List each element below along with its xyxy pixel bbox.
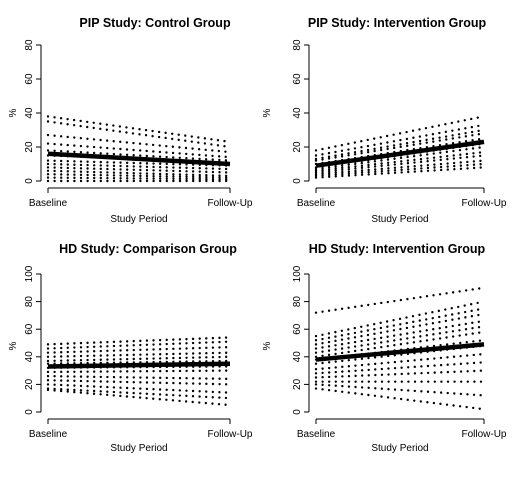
x-tick-label: Follow-Up <box>207 429 252 440</box>
y-tick-label: 40 <box>292 107 303 119</box>
y-tick-label: 80 <box>24 39 35 51</box>
individual-trend-line-2 <box>46 120 232 149</box>
y-axis-label: % <box>262 341 273 350</box>
chart-panel-3: HD Study: Comparison Group 0 20 40 60 80 100 Ba… <box>8 242 253 454</box>
y-tick-label: 0 <box>292 409 303 415</box>
y-tick-label: 60 <box>24 323 35 335</box>
y-tick-label: 80 <box>24 296 35 308</box>
individual-trend-line-2 <box>314 123 486 157</box>
individual-trend-line-15 <box>314 387 486 411</box>
individual-trend-line-9 <box>46 166 232 174</box>
x-tick-label: Baseline <box>29 429 68 440</box>
y-tick-label: 40 <box>24 351 35 363</box>
y-tick-label: 0 <box>24 178 35 184</box>
y-tick-label: 60 <box>292 323 303 335</box>
individual-trend-line-1 <box>314 115 486 152</box>
individual-trend-line-8 <box>46 162 232 171</box>
individual-trend-line-3 <box>46 133 232 154</box>
individual-trend-line-5 <box>46 149 232 162</box>
chart-title: HD Study: Comparison Group <box>59 242 237 256</box>
y-tick-label: 0 <box>24 409 35 415</box>
individual-trend-line-4 <box>46 351 232 358</box>
individual-trend-line-2 <box>314 300 486 338</box>
individual-trend-line-4 <box>314 132 486 162</box>
chart-panel-2: PIP Study: Intervention Group 0 20 40 60 80 Ba… <box>262 16 507 225</box>
y-axis-label: % <box>8 108 19 117</box>
x-tick-label: Follow-Up <box>461 429 506 440</box>
individual-trend-line-4 <box>46 142 232 159</box>
individual-trend-line-1 <box>46 336 232 346</box>
individual-trend-line-5 <box>46 355 232 363</box>
individual-trend-line-7 <box>46 159 232 167</box>
chart-title: PIP Study: Intervention Group <box>308 16 487 30</box>
y-tick-label: 60 <box>24 73 35 85</box>
individual-trend-line-3 <box>314 307 486 342</box>
individual-trend-line-6 <box>314 325 486 354</box>
individual-trend-line-7 <box>314 330 486 358</box>
chart-title: PIP Study: Control Group <box>79 16 231 30</box>
individual-trend-line-9 <box>46 374 232 381</box>
mean-trend-line <box>47 361 231 369</box>
individual-trend-line-14 <box>314 383 486 397</box>
individual-trend-line-10 <box>46 379 232 386</box>
y-tick-label: 100 <box>24 265 35 282</box>
x-tick-label: Baseline <box>297 429 336 440</box>
mean-trend-line <box>47 151 231 167</box>
individual-trend-line-1 <box>46 115 232 144</box>
individual-trend-line-12 <box>46 176 232 181</box>
y-tick-label: 20 <box>24 378 35 390</box>
individual-trend-line-7 <box>314 145 486 171</box>
chart-panel-4: HD Study: Intervention Group 0 20 40 60 80 100… <box>262 242 507 454</box>
x-axis-label: Study Period <box>371 443 428 454</box>
y-tick-label: 40 <box>24 107 35 119</box>
individual-trend-line-5 <box>314 319 486 350</box>
individual-trend-line-6 <box>46 359 232 365</box>
x-tick-label: Follow-Up <box>461 198 506 209</box>
individual-trend-line-3 <box>46 345 232 354</box>
y-tick-label: 20 <box>24 141 35 153</box>
x-axis-label: Study Period <box>110 443 167 454</box>
individual-trend-line-8 <box>46 369 232 374</box>
individual-trend-line-1 <box>314 286 486 314</box>
y-axis-label: % <box>262 108 273 117</box>
individual-trend-line-10 <box>46 169 232 178</box>
chart-panel-1: PIP Study: Control Group 0 20 40 60 80 Baselin… <box>8 16 253 225</box>
individual-trend-line-4 <box>314 312 486 346</box>
mean-trend-line <box>315 342 485 362</box>
x-axis-label: Study Period <box>371 214 428 225</box>
y-tick-label: 20 <box>292 378 303 390</box>
individual-trend-line-5 <box>314 137 486 166</box>
mean-trend-line <box>315 139 485 168</box>
y-tick-label: 20 <box>292 141 303 153</box>
individual-trend-line-2 <box>46 340 232 350</box>
individual-trend-line-11 <box>46 383 232 394</box>
y-tick-label: 80 <box>292 39 303 51</box>
x-tick-label: Baseline <box>29 198 68 209</box>
y-tick-label: 0 <box>292 178 303 184</box>
individual-trend-line-12 <box>46 387 232 400</box>
y-tick-label: 80 <box>292 296 303 308</box>
individual-trend-line-11 <box>314 361 486 375</box>
y-axis-label: % <box>8 341 19 350</box>
x-axis-label: Study Period <box>110 214 167 225</box>
y-tick-label: 40 <box>292 351 303 363</box>
individual-trend-line-13 <box>46 388 232 407</box>
individual-trend-line-11 <box>46 172 232 179</box>
chart-title: HD Study: Intervention Group <box>309 242 486 256</box>
x-tick-label: Baseline <box>297 198 336 209</box>
y-tick-label: 100 <box>292 265 303 282</box>
x-tick-label: Follow-Up <box>207 198 252 209</box>
individual-trend-line-7 <box>46 365 232 370</box>
y-tick-label: 60 <box>292 73 303 85</box>
individual-trend-line-3 <box>314 128 486 161</box>
